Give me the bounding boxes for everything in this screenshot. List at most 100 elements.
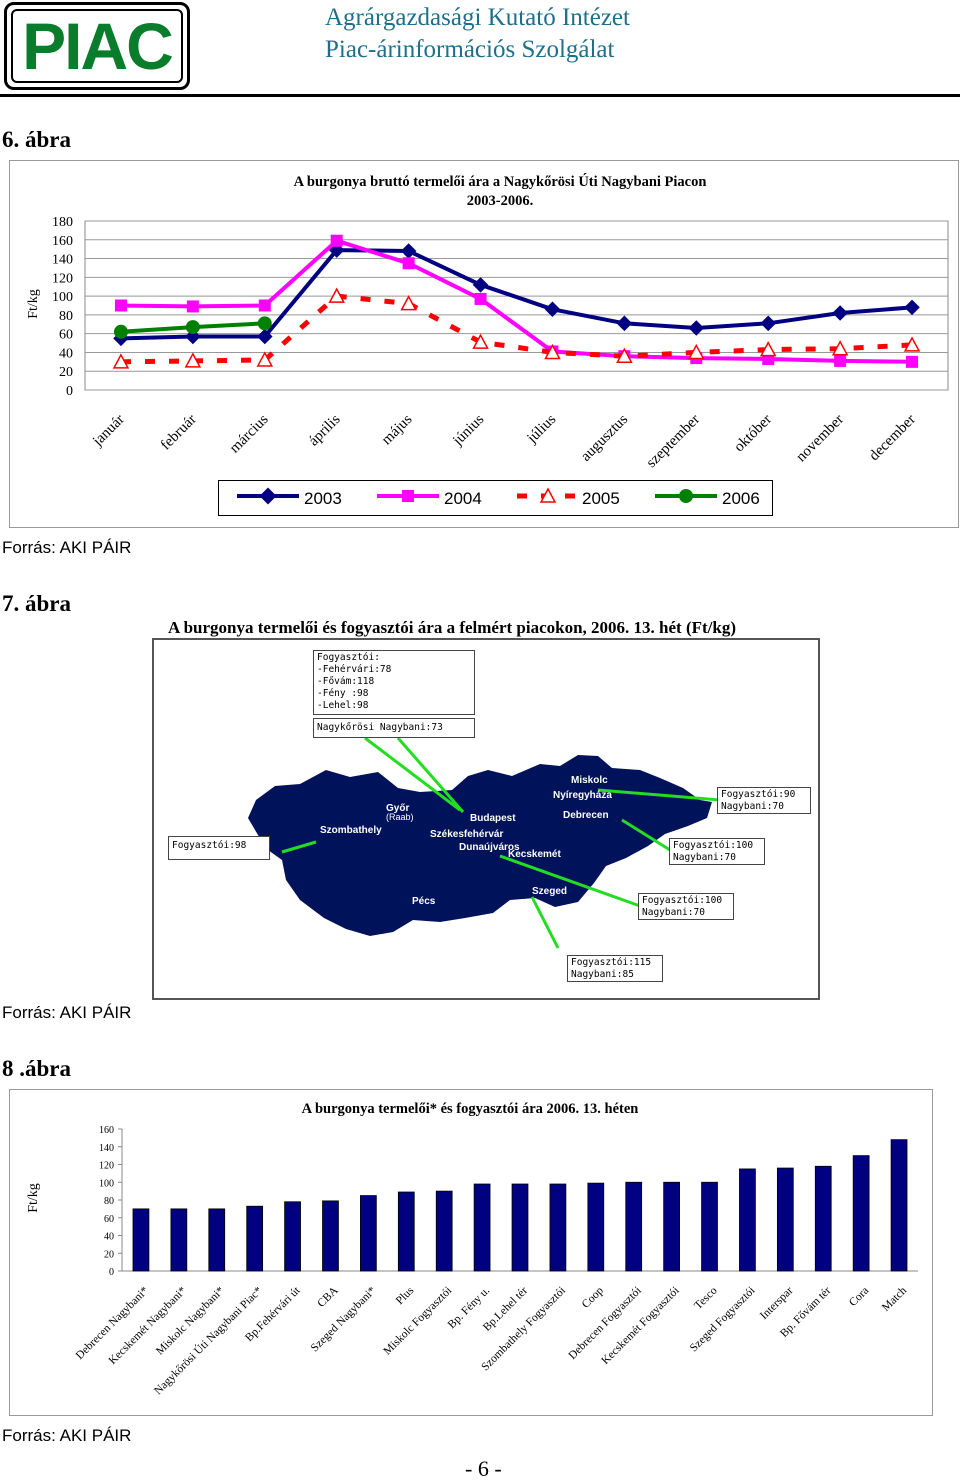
x-tick-label: Szeged Fogyasztói — [688, 1285, 758, 1355]
bar — [587, 1182, 605, 1272]
header-divider — [0, 94, 960, 97]
city-pecs: Pécs — [412, 896, 436, 907]
x-tick-label: Plus — [394, 1284, 417, 1307]
point-2004 — [906, 355, 919, 368]
bar — [170, 1208, 188, 1272]
y-tick-label: 0 — [109, 1267, 114, 1278]
leader-miskolc — [597, 788, 721, 802]
legend-2006-marker — [679, 489, 693, 503]
bar — [132, 1208, 150, 1272]
bar — [549, 1183, 567, 1272]
bar-chart-title: A burgonya termelői* és fogyasztói ára 2… — [301, 1101, 639, 1117]
point-2006 — [113, 324, 128, 339]
line-chart-title-text: A burgonya bruttó termelői ára a Nagykőr… — [293, 174, 707, 190]
x-tick-label: CBA — [315, 1284, 341, 1310]
y-tick-label: 120 — [99, 1161, 114, 1172]
figure-7-label: 7. ábra — [2, 591, 71, 616]
line-chart-legend: 2003 2004 2005 2006 — [218, 480, 773, 516]
leader-nagykoros — [396, 737, 465, 813]
point-2004 — [474, 292, 487, 305]
y-tick-label: 60 — [59, 328, 73, 343]
info-budapest-wholesale: Nagykőrösi Nagybani:73 — [313, 718, 475, 738]
figure-7-source: Forrás: AKI PÁIR — [2, 1003, 132, 1022]
city-szombathely: Szombathely — [320, 825, 382, 836]
info-szeged-retail: Fogyasztói:115 — [571, 957, 652, 968]
piac-logo: PIAC — [4, 2, 190, 90]
city-budapest: Budapest — [470, 813, 516, 824]
info-budapest-line: -Fény :98 — [317, 688, 369, 699]
point-2005 — [903, 336, 921, 352]
figure-8-source: Forrás: AKI PÁIR — [2, 1426, 132, 1445]
x-tick-label: Interspar — [758, 1285, 796, 1323]
y-tick-label: 100 — [52, 290, 73, 305]
point-2005 — [400, 295, 417, 311]
bar — [284, 1201, 301, 1272]
point-2005 — [112, 353, 130, 369]
org-name: Agrárgazdasági Kutató Intézet — [325, 4, 630, 31]
point-2005 — [328, 287, 345, 303]
point-2005 — [184, 352, 202, 368]
info-budapest-line: -Fehérvári:78 — [317, 664, 392, 675]
y-tick-label: 80 — [59, 309, 73, 324]
bar-chart: 0 20 40 60 80 100 120 140 160 Debrecen Nagybani* K… — [74, 1125, 918, 1397]
y-tick-label: 40 — [104, 1232, 114, 1243]
x-tick-label: Debrecen Fogyasztói — [566, 1285, 643, 1362]
point-2006 — [185, 320, 200, 335]
bar — [511, 1183, 529, 1272]
city-gyor: Győr — [386, 803, 410, 814]
hungary-map — [248, 736, 721, 949]
info-debrecen: Fogyasztói:100 Nagybani:70 — [669, 838, 765, 865]
hungary-shape — [248, 755, 712, 936]
info-budapest-line: -Fővám:118 — [317, 676, 375, 687]
legend-2004-label: 2004 — [444, 489, 482, 508]
info-debrecen-wholesale: Nagybani:70 — [673, 852, 736, 863]
bar — [739, 1168, 756, 1272]
bar — [625, 1181, 643, 1272]
bar — [701, 1181, 718, 1272]
point-2004 — [834, 354, 847, 367]
figure-6-source: Forrás: AKI PÁIR — [2, 538, 132, 557]
x-tick-label: Tesco — [692, 1284, 720, 1312]
point-2004 — [402, 257, 415, 270]
bar — [208, 1208, 226, 1272]
point-2006 — [257, 316, 272, 331]
figure-8-label: 8 .ábra — [2, 1056, 71, 1081]
info-miskolc: Fogyasztói:90 Nagybani:70 — [717, 787, 811, 814]
info-miskolc-retail: Fogyasztói:90 — [721, 789, 796, 800]
point-2005 — [544, 343, 561, 360]
bar — [776, 1167, 794, 1272]
y-tick-label: 180 — [52, 215, 73, 230]
series-line-2004 — [120, 238, 913, 364]
y-tick-label: 120 — [52, 271, 73, 286]
y-tick-label: 140 — [99, 1143, 114, 1154]
y-tick-label: 140 — [52, 253, 73, 268]
page-number: - 6 - — [465, 1456, 502, 1481]
city-miskolc: Miskolc — [571, 775, 608, 786]
y-tick-label: 160 — [52, 234, 73, 249]
leader-budapest — [364, 736, 461, 812]
leader-debrecen — [621, 818, 671, 852]
logo-text: PIAC — [22, 9, 174, 83]
legend-2003-label: 2003 — [304, 489, 342, 508]
point-2005 — [759, 341, 777, 357]
city-kecskemet: Kecskemét — [508, 849, 561, 860]
legend-2004-marker — [402, 490, 414, 502]
legend-swatches — [237, 487, 717, 505]
info-kecskemet: Fogyasztói:100 Nagybani:70 — [638, 893, 734, 920]
logo-frame: PIAC — [11, 9, 183, 83]
x-tick-label: Match — [880, 1284, 909, 1313]
y-tick-label: 60 — [104, 1214, 114, 1225]
x-tick-label: Coop — [580, 1284, 606, 1310]
bar — [397, 1191, 415, 1272]
info-kecskemet-wholesale: Nagybani:70 — [642, 907, 705, 918]
line-chart-subtitle: 2003-2006. — [466, 193, 534, 209]
leader-kecskemet — [499, 854, 641, 908]
bar — [852, 1155, 870, 1272]
point-2004 — [258, 299, 271, 312]
x-tick-label: Debrecen Nagybani* — [74, 1284, 152, 1362]
point-2005 — [256, 351, 274, 367]
bar — [322, 1200, 339, 1272]
point-2004 — [330, 234, 343, 247]
city-dunaujvaros: Dunaújváros — [459, 842, 520, 853]
info-debrecen-retail: Fogyasztói:100 — [673, 840, 754, 851]
